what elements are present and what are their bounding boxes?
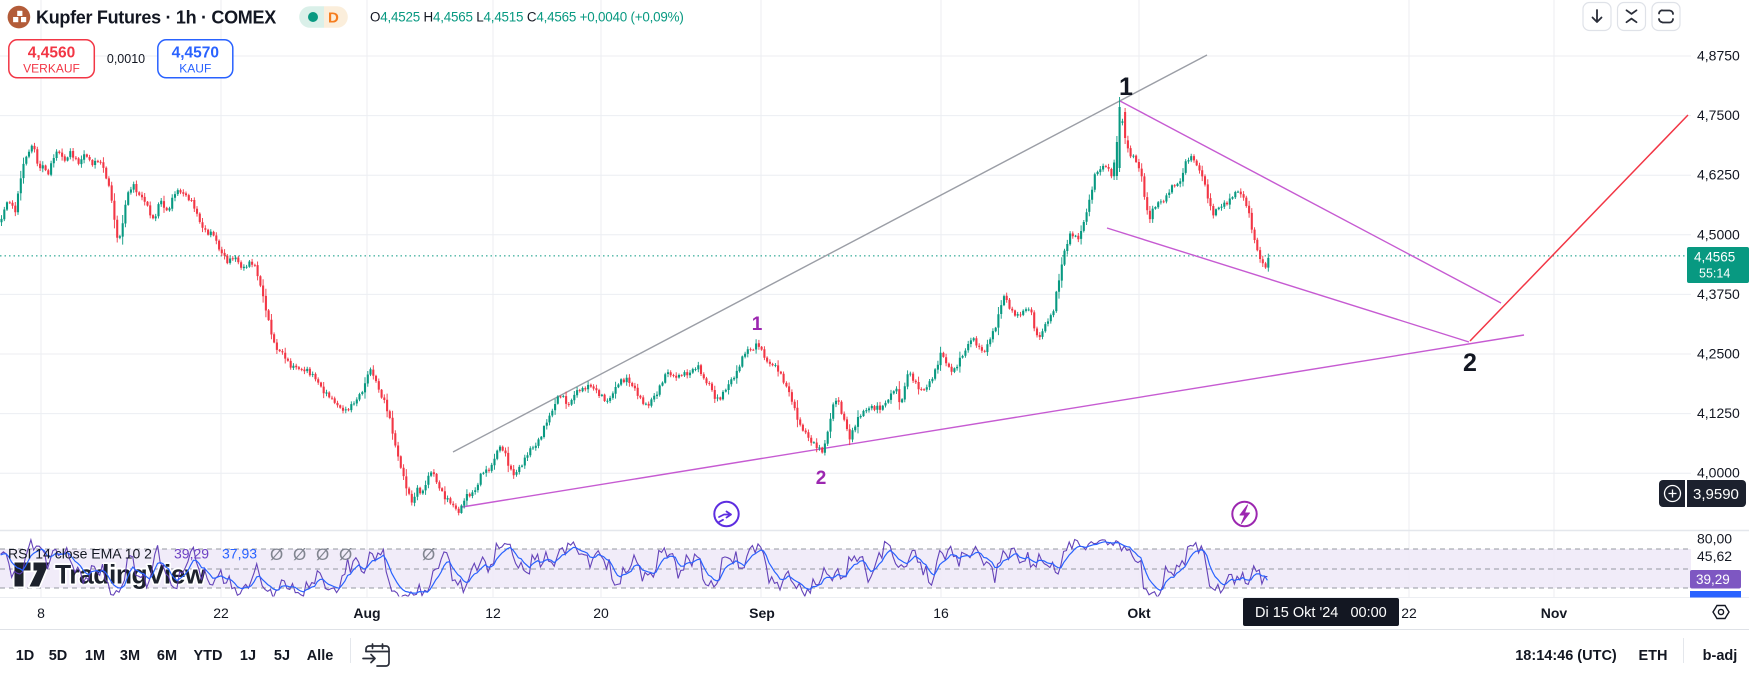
svg-text:4,6250: 4,6250 [1697, 167, 1740, 183]
svg-text:Okt: Okt [1127, 605, 1151, 621]
svg-text:1M: 1M [85, 648, 105, 664]
svg-text:37,93: 37,93 [222, 546, 257, 562]
svg-text:Ø: Ø [422, 545, 435, 564]
svg-text:KAUF: KAUF [179, 62, 211, 76]
svg-text:1: 1 [752, 314, 763, 335]
svg-text:2: 2 [1463, 349, 1477, 377]
svg-text:1D: 1D [16, 648, 35, 664]
svg-text:Aug: Aug [353, 605, 380, 621]
svg-text:39,29: 39,29 [174, 546, 209, 562]
svg-text:4,2500: 4,2500 [1697, 346, 1740, 362]
svg-text:0,0010: 0,0010 [107, 52, 145, 66]
svg-text:VERKAUF: VERKAUF [23, 62, 80, 76]
svg-text:Kupfer Futures · 1h · COMEX: Kupfer Futures · 1h · COMEX [36, 8, 276, 28]
svg-text:4,4560: 4,4560 [28, 45, 75, 62]
svg-text:80,00: 80,00 [1697, 531, 1732, 547]
svg-text:3M: 3M [120, 648, 140, 664]
svg-text:4,3750: 4,3750 [1697, 286, 1740, 302]
svg-text:18:14:46 (UTC): 18:14:46 (UTC) [1515, 648, 1617, 664]
svg-text:1J: 1J [240, 648, 256, 664]
svg-text:5D: 5D [49, 648, 68, 664]
svg-text:4,5000: 4,5000 [1697, 226, 1740, 242]
svg-text:4,4570: 4,4570 [172, 45, 219, 62]
svg-text:ETH: ETH [1639, 648, 1668, 664]
svg-text:3,9590: 3,9590 [1693, 486, 1739, 503]
svg-text:16: 16 [933, 605, 949, 621]
svg-text:22: 22 [213, 605, 229, 621]
svg-text:39,29: 39,29 [1696, 572, 1730, 587]
svg-text:Alle: Alle [307, 648, 334, 664]
svg-text:4,8750: 4,8750 [1697, 48, 1740, 64]
svg-text:22: 22 [1401, 605, 1417, 621]
svg-text:RSI 14 close EMA 10 2: RSI 14 close EMA 10 2 [8, 546, 152, 562]
svg-text:TradingView: TradingView [55, 560, 206, 590]
svg-text:8: 8 [37, 605, 45, 621]
svg-text:Di 15 Okt '24 00:00: Di 15 Okt '24 00:00 [1255, 605, 1387, 621]
svg-text:Nov: Nov [1541, 605, 1568, 621]
svg-text:45,62: 45,62 [1697, 548, 1732, 564]
svg-text:b-adj: b-adj [1703, 648, 1738, 664]
svg-text:YTD: YTD [194, 648, 223, 664]
svg-text:1: 1 [1119, 73, 1133, 101]
svg-text:4,4565: 4,4565 [1694, 250, 1735, 265]
svg-text:Ø: Ø [339, 545, 352, 564]
svg-text:20: 20 [593, 605, 609, 621]
svg-text:Ø: Ø [316, 545, 329, 564]
svg-text:5J: 5J [274, 648, 290, 664]
svg-text:Sep: Sep [749, 605, 775, 621]
svg-text:Ø: Ø [270, 545, 283, 564]
svg-text:Ø: Ø [293, 545, 306, 564]
svg-text:O4,4525 H4,4565 L4,4515 C4,456: O4,4525 H4,4565 L4,4515 C4,4565 +0,0040 … [370, 10, 684, 25]
svg-text:D: D [328, 10, 339, 27]
svg-text:12: 12 [485, 605, 501, 621]
svg-text:2: 2 [816, 468, 827, 489]
svg-text:4,7500: 4,7500 [1697, 107, 1740, 123]
svg-text:55:14: 55:14 [1699, 267, 1730, 281]
svg-text:6M: 6M [157, 648, 177, 664]
svg-text:4,0000: 4,0000 [1697, 465, 1740, 481]
svg-text:4,1250: 4,1250 [1697, 405, 1740, 421]
